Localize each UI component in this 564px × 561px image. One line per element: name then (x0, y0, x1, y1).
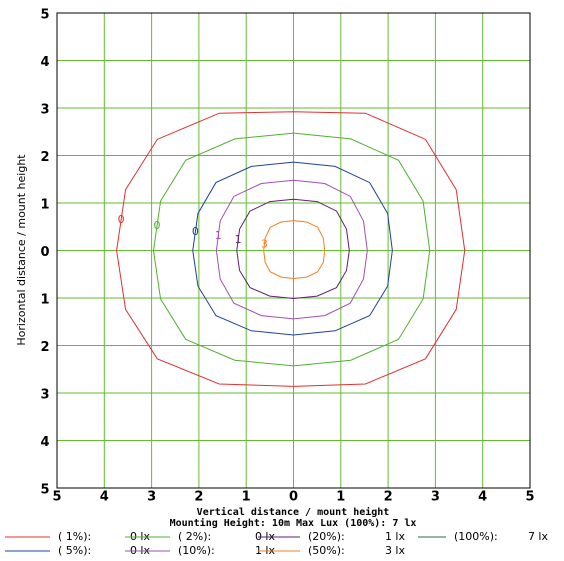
y-tick-label: 0 (40, 245, 49, 260)
legend-value: 1 lx (385, 530, 406, 543)
contour-label: 0 (118, 213, 125, 226)
contour-label: 3 (261, 237, 268, 250)
contour-line (215, 179, 368, 320)
y-tick-label: 2 (40, 150, 49, 165)
legend-label: ( 5%): (58, 544, 91, 557)
legend-value: 7 lx (528, 530, 549, 543)
x-tick-label: 4 (100, 490, 109, 505)
x-axis-label: Vertical distance / mount height (197, 506, 390, 518)
legend-label: (100%): (454, 530, 498, 543)
x-tick-label: 2 (384, 490, 393, 505)
legend-label: ( 1%): (58, 530, 91, 543)
contour-label: 1 (215, 229, 222, 242)
contour-line (192, 161, 393, 336)
plot-border (56, 12, 531, 489)
x-tick-label: 3 (431, 490, 440, 505)
y-tick-label: 5 (40, 483, 49, 498)
y-tick-label: 3 (40, 103, 49, 118)
legend-value: 3 lx (385, 544, 406, 557)
contour-label: 0 (192, 225, 199, 238)
contour-line (263, 220, 326, 280)
contour-label: 0 (154, 219, 161, 232)
x-tick-label: 2 (194, 490, 203, 505)
legend-label: ( 2%): (178, 530, 211, 543)
legend-label: (20%): (308, 530, 345, 543)
y-tick-label: 1 (40, 198, 49, 213)
contour-line (236, 198, 350, 299)
contour-label: 1 (235, 233, 242, 246)
contour-line (152, 132, 431, 367)
legend-label: (50%): (308, 544, 345, 557)
x-tick-label: 0 (289, 490, 298, 505)
y-tick-label: 4 (40, 55, 49, 70)
y-tick-label: 5 (40, 8, 49, 23)
x-tick-label: 5 (52, 490, 61, 505)
x-tick-label: 1 (242, 490, 251, 505)
subtitle: Mounting Height: 10m Max Lux (100%): 7 l… (170, 517, 417, 529)
y-tick-label: 3 (40, 388, 49, 403)
contour-line (116, 111, 466, 387)
legend-label: (10%): (178, 544, 215, 557)
y-tick-label: 4 (40, 435, 49, 450)
x-tick-label: 3 (147, 490, 156, 505)
x-tick-label: 4 (478, 490, 487, 505)
x-tick-label: 5 (525, 490, 534, 505)
y-axis-label: Horizontal distance / mount height (15, 154, 28, 346)
y-tick-label: 1 (40, 293, 49, 308)
x-tick-label: 1 (336, 490, 345, 505)
y-tick-label: 2 (40, 340, 49, 355)
